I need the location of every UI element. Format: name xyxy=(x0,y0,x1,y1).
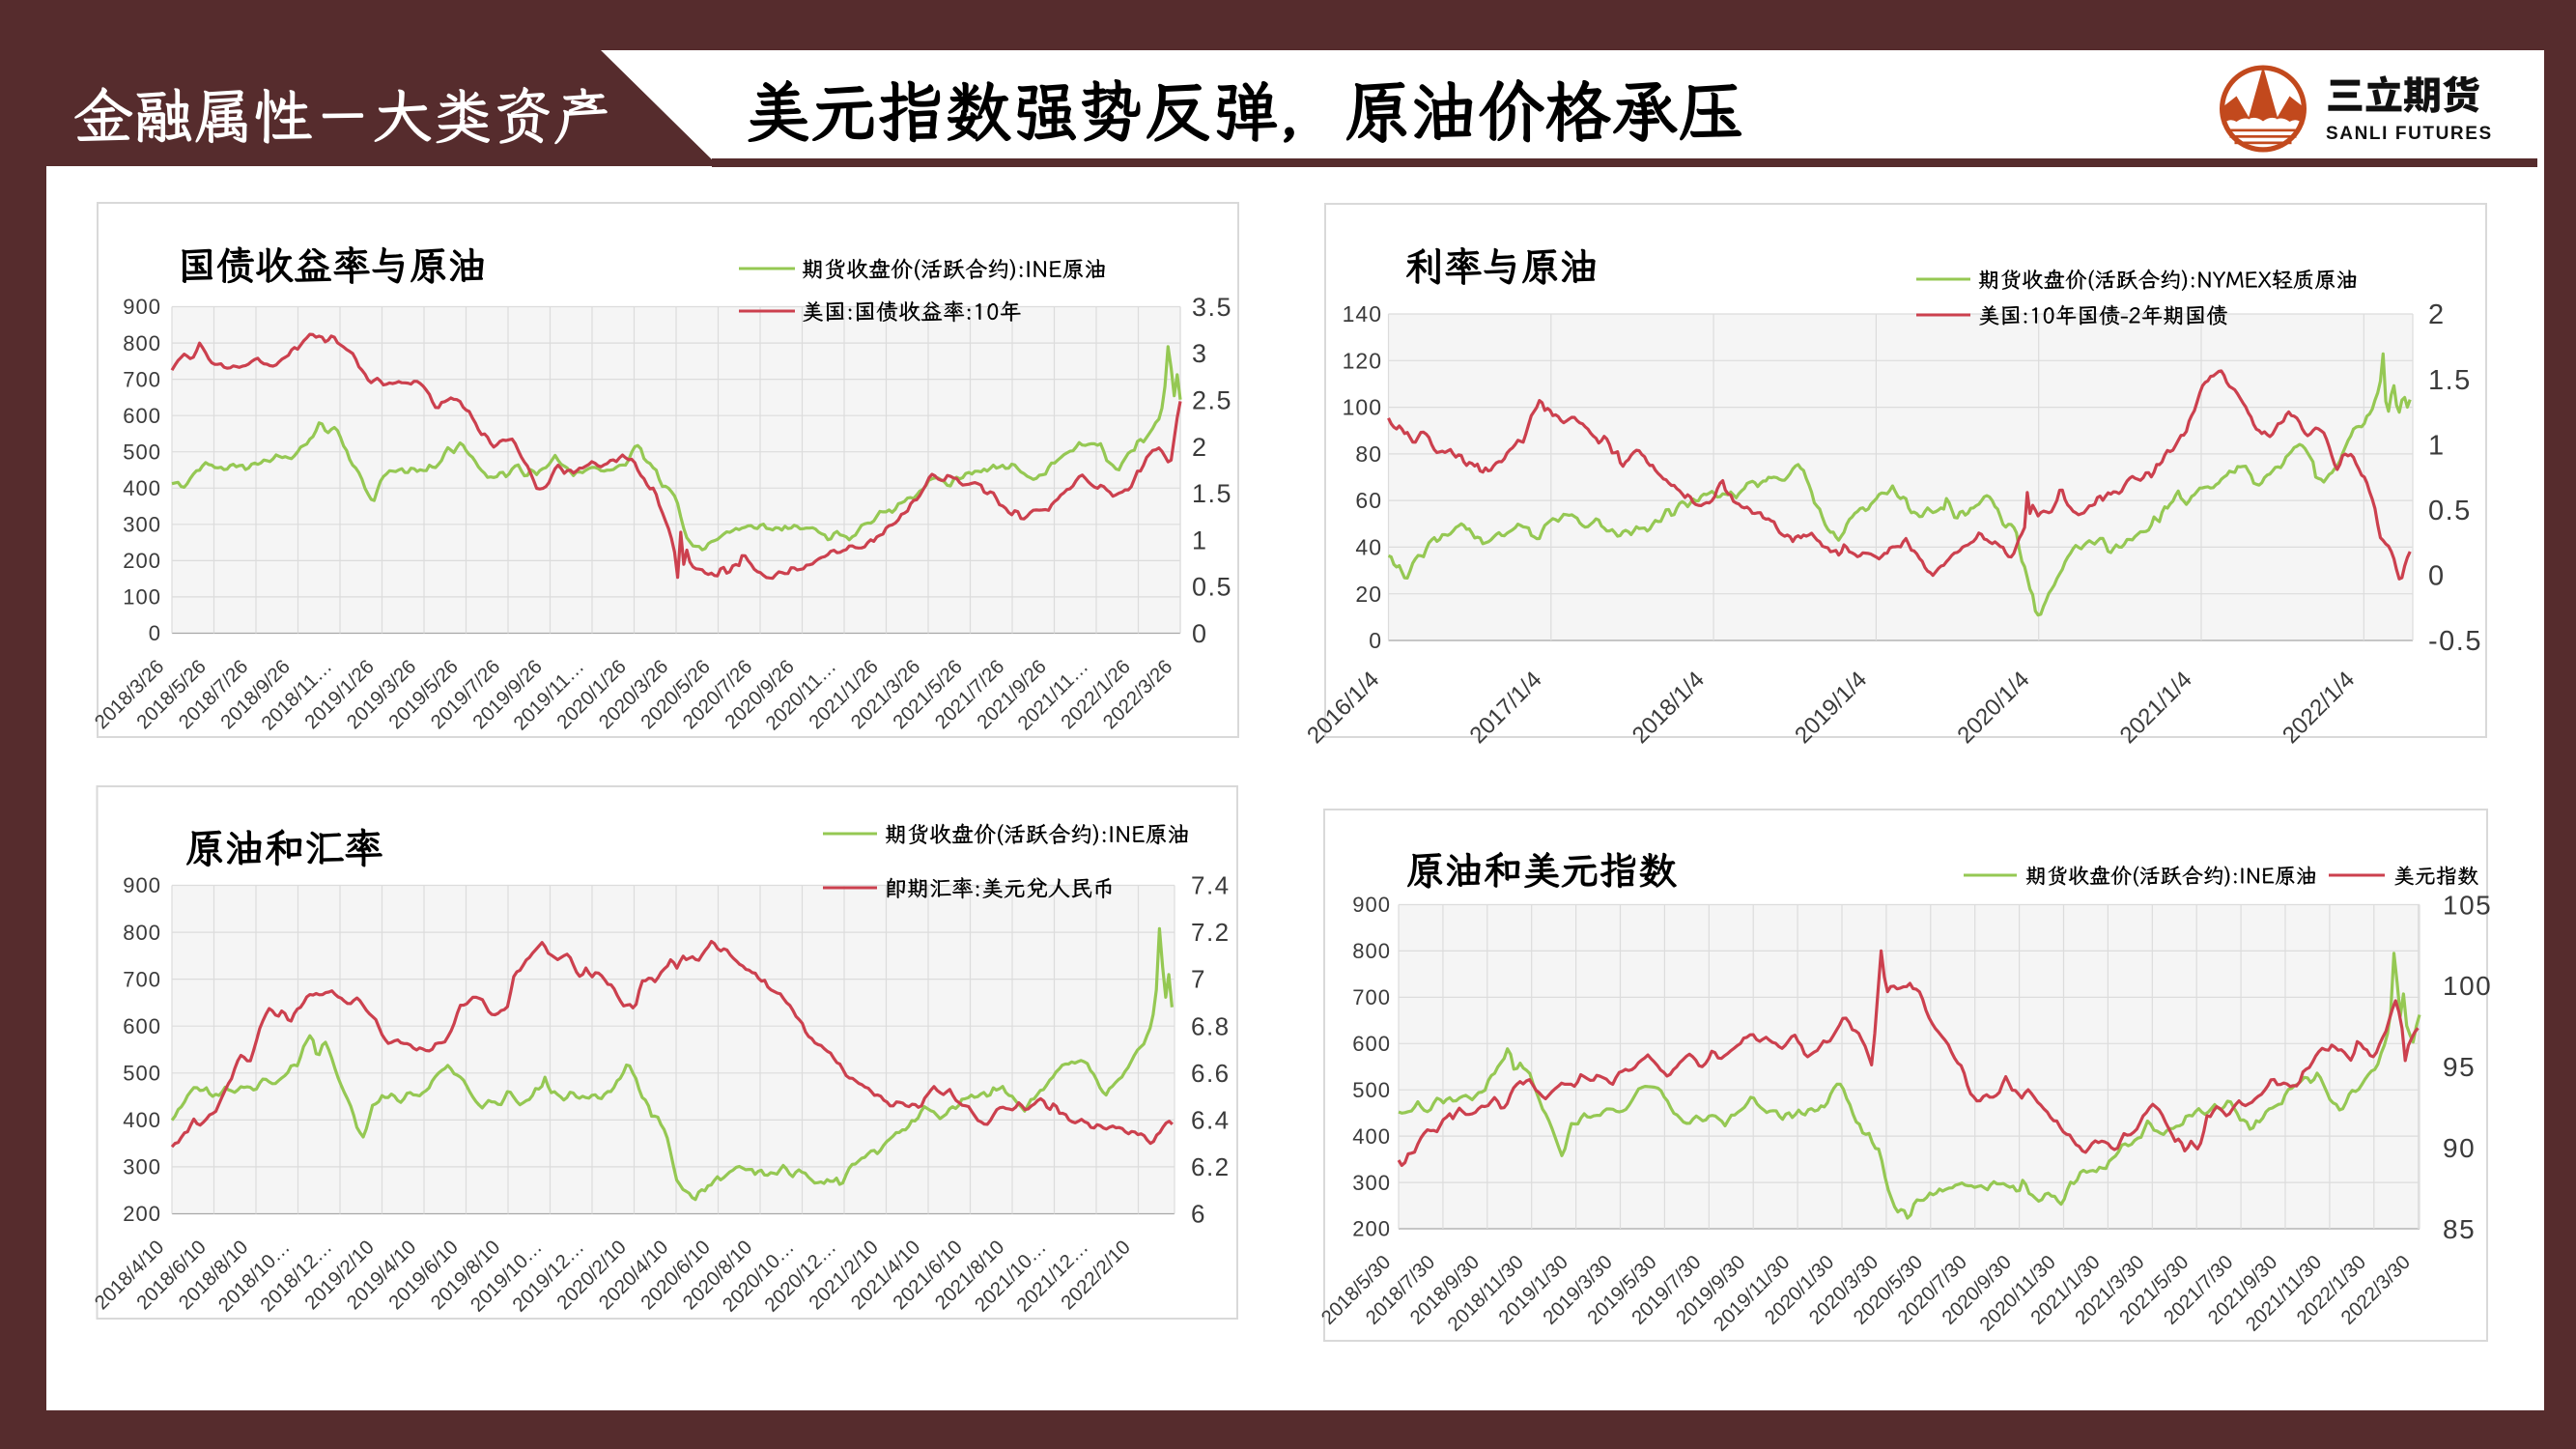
svg-text:600: 600 xyxy=(1352,1032,1391,1056)
svg-text:900: 900 xyxy=(123,295,161,319)
svg-text:2: 2 xyxy=(2428,299,2446,330)
svg-text:900: 900 xyxy=(123,873,161,897)
svg-text:3: 3 xyxy=(1192,339,1208,368)
svg-text:60: 60 xyxy=(1355,488,1382,513)
svg-text:900: 900 xyxy=(1352,893,1391,917)
svg-text:100: 100 xyxy=(1343,395,1382,420)
svg-text:0.5: 0.5 xyxy=(1192,573,1232,602)
svg-text:800: 800 xyxy=(1352,939,1391,963)
svg-text:6.8: 6.8 xyxy=(1191,1011,1231,1040)
svg-text:700: 700 xyxy=(1352,985,1391,1009)
svg-text:0: 0 xyxy=(1192,619,1208,648)
svg-text:700: 700 xyxy=(123,367,161,391)
svg-text:500: 500 xyxy=(1352,1078,1391,1102)
svg-text:500: 500 xyxy=(123,1062,161,1086)
svg-text:2: 2 xyxy=(1192,433,1208,462)
svg-text:200: 200 xyxy=(1352,1217,1391,1241)
svg-text:800: 800 xyxy=(123,921,161,945)
svg-text:600: 600 xyxy=(123,1014,161,1038)
svg-text:-0.5: -0.5 xyxy=(2428,626,2482,657)
svg-text:140: 140 xyxy=(1343,301,1382,327)
svg-text:600: 600 xyxy=(123,404,161,428)
svg-text:1.5: 1.5 xyxy=(1192,479,1232,508)
svg-text:95: 95 xyxy=(2443,1052,2476,1082)
svg-text:1: 1 xyxy=(2428,430,2446,461)
svg-text:300: 300 xyxy=(123,513,161,537)
svg-text:7: 7 xyxy=(1191,965,1206,994)
svg-text:6.4: 6.4 xyxy=(1191,1106,1231,1135)
svg-text:6.6: 6.6 xyxy=(1191,1059,1231,1088)
svg-text:SANLI FUTURES: SANLI FUTURES xyxy=(2326,124,2493,144)
svg-text:80: 80 xyxy=(1355,441,1382,467)
svg-text:1: 1 xyxy=(1192,526,1208,554)
svg-text:200: 200 xyxy=(123,549,161,573)
svg-text:85: 85 xyxy=(2443,1214,2476,1244)
svg-text:20: 20 xyxy=(1355,582,1382,607)
svg-text:0: 0 xyxy=(2428,561,2446,592)
svg-text:7.2: 7.2 xyxy=(1191,918,1231,947)
svg-text:300: 300 xyxy=(1352,1171,1391,1195)
svg-text:120: 120 xyxy=(1343,348,1382,373)
svg-text:40: 40 xyxy=(1355,535,1382,560)
svg-text:0: 0 xyxy=(1369,628,1382,653)
svg-text:400: 400 xyxy=(1352,1124,1391,1149)
svg-text:1.5: 1.5 xyxy=(2428,365,2472,396)
svg-text:100: 100 xyxy=(2443,971,2492,1001)
svg-text:300: 300 xyxy=(123,1155,161,1179)
svg-text:500: 500 xyxy=(123,440,161,464)
svg-text:3.5: 3.5 xyxy=(1192,293,1232,322)
svg-text:6: 6 xyxy=(1191,1200,1206,1229)
svg-text:7.4: 7.4 xyxy=(1191,871,1231,900)
svg-text:100: 100 xyxy=(123,585,161,610)
svg-text:90: 90 xyxy=(2443,1133,2476,1163)
svg-text:400: 400 xyxy=(123,476,161,500)
svg-text:0: 0 xyxy=(149,621,161,645)
svg-text:200: 200 xyxy=(123,1202,161,1226)
svg-text:700: 700 xyxy=(123,967,161,991)
svg-text:6.2: 6.2 xyxy=(1191,1152,1231,1181)
svg-text:400: 400 xyxy=(123,1108,161,1132)
svg-text:2.5: 2.5 xyxy=(1192,386,1232,415)
svg-text:0.5: 0.5 xyxy=(2428,496,2472,526)
svg-text:800: 800 xyxy=(123,331,161,355)
svg-text:105: 105 xyxy=(2443,890,2492,920)
